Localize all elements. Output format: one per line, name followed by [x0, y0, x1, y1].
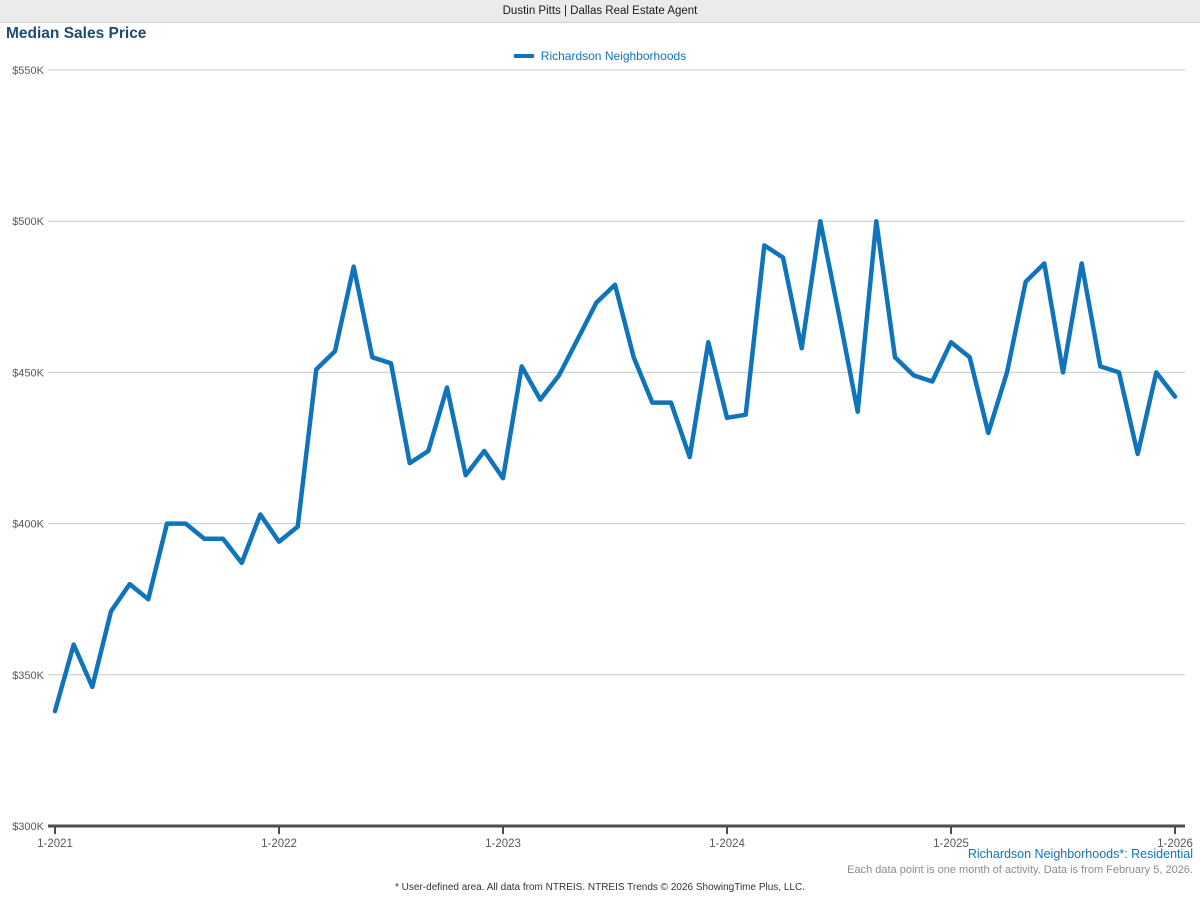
x-axis-label: 1-2026 [1157, 838, 1193, 850]
attribution-footer: * User-defined area. All data from NTREI… [395, 882, 805, 893]
y-axis-label: $300K [12, 821, 44, 833]
series-definition-note: Richardson Neighborhoods*: Residential [967, 847, 1193, 861]
page-title: Median Sales Price [6, 25, 147, 42]
legend-series-label: Richardson Neighborhoods [540, 49, 687, 63]
richardson-neighborhoods-line [52, 218, 1178, 714]
legend-line-swatch [513, 54, 534, 58]
x-axis-label: 1-2023 [485, 838, 521, 850]
x-axis-label: 1-2022 [261, 838, 297, 850]
y-axis-label: $350K [12, 670, 44, 682]
x-axis-label: 1-2021 [37, 838, 73, 850]
y-axis-label: $400K [12, 519, 44, 531]
header-bar: Dustin Pitts | Dallas Real Estate Agent [0, 0, 1200, 23]
y-axis-label: $550K [12, 65, 44, 77]
x-axis-label: 1-2024 [709, 838, 745, 850]
x-axis-label: 1-2025 [933, 838, 969, 850]
y-axis-label: $500K [12, 216, 44, 228]
y-axis-label: $450K [12, 367, 44, 379]
chart-legend: Richardson Neighborhoods [0, 48, 1200, 64]
median-sales-price-chart: $300K $350K $400K $450K $500K $550K 1-2021 1-20… [12, 65, 1193, 850]
data-date-note: Each data point is one month of activity… [847, 864, 1193, 876]
header-title: Dustin Pitts | Dallas Real Estate Agent [502, 5, 698, 17]
